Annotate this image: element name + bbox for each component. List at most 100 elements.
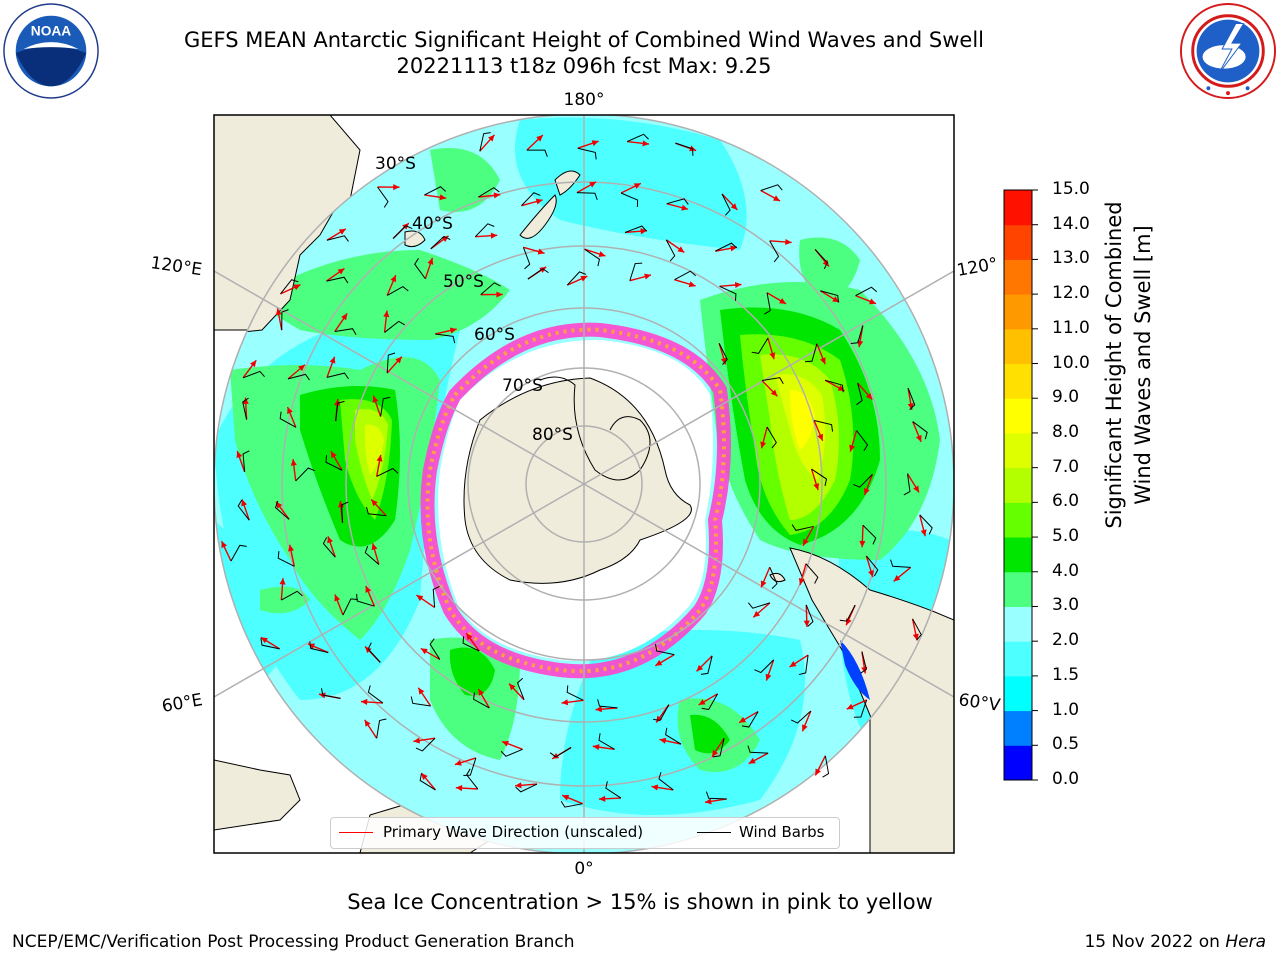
wind-barb (675, 142, 694, 156)
wind-barb (655, 644, 675, 656)
wave-arrow-head (822, 259, 830, 267)
wind-barb (658, 772, 674, 791)
wave-arrow-head (802, 538, 809, 546)
wind-barb (281, 590, 303, 601)
wave-arrow-head (846, 703, 854, 710)
wave-arrow-head (712, 749, 719, 757)
colorbar-segment (1004, 224, 1032, 260)
wind-barb (769, 567, 778, 589)
colorbar-tick-label: 15.0 (1052, 179, 1090, 199)
wind-barb (907, 387, 916, 411)
colorbar-tick-label: 1.0 (1052, 699, 1080, 720)
wave-arrow-head (221, 541, 228, 549)
wave-arrow-head (488, 134, 495, 142)
colorbar-segment (1004, 467, 1032, 503)
lon-label-60w: 60°V (957, 690, 1002, 716)
wind-barb (392, 225, 413, 239)
wind-barb (521, 192, 541, 207)
wind-barb (721, 193, 731, 216)
wind-barb (856, 383, 863, 406)
wind-barb (384, 320, 406, 333)
wind-barb (820, 290, 839, 303)
wind-barb (766, 426, 777, 449)
wave-arrow-head (275, 501, 283, 509)
wind-barb (341, 501, 349, 523)
wind-barb (825, 379, 844, 393)
wave-arrow-head (334, 399, 341, 406)
wind-barb (626, 133, 649, 142)
wave-arrow-head (720, 357, 727, 365)
colorbar-segment (1004, 328, 1032, 365)
wave-arrow-head (598, 251, 606, 257)
wave-arrow-head (418, 687, 425, 695)
wind-barb (242, 370, 265, 379)
wave-arrow-head (595, 706, 602, 713)
colorbar-tick-label: 8.0 (1052, 421, 1080, 442)
colorbar-segment (1004, 606, 1032, 642)
colorbar-segment (1004, 571, 1032, 607)
colorbar-segment (1004, 745, 1032, 781)
wind-barb (769, 240, 780, 263)
wave-arrow-head (371, 543, 378, 551)
wave-arrow-head (364, 646, 372, 654)
wave-arrow-head (748, 757, 756, 764)
wind-barb (912, 618, 922, 641)
wind-barb (237, 499, 250, 521)
wave-arrow-head (420, 648, 428, 655)
wind-barb (584, 248, 601, 267)
wave-arrow-head (360, 698, 368, 705)
wind-barb (560, 800, 583, 808)
wave-arrow-head (501, 740, 509, 747)
wave-arrow-head (416, 595, 424, 602)
colorbar-tick-label: 13.0 (1052, 248, 1090, 269)
map-frame (213, 114, 955, 854)
wave-arrow-head (730, 203, 738, 210)
wind-barb (376, 467, 399, 477)
wave-arrow-head (318, 692, 326, 699)
wave-arrow-head (868, 570, 874, 578)
wave-arrow-head (493, 192, 501, 199)
wave-arrow-head (390, 275, 397, 283)
wave-arrow-head (337, 500, 345, 508)
wind-barb (822, 755, 830, 778)
wave-arrow-head (893, 575, 901, 582)
lon-label-60e: 60°E (160, 690, 204, 717)
wave-arrow-head (779, 298, 787, 304)
wave-arrow-head (640, 228, 648, 235)
wind-barb (281, 309, 289, 331)
wave-arrow-head (651, 784, 659, 791)
colorbar-segment (1004, 675, 1032, 712)
wind-barb (277, 551, 295, 567)
wind-barb (326, 235, 349, 242)
wave-arrow-head (334, 594, 341, 602)
wind-barb (386, 285, 409, 296)
wind-barb (415, 737, 436, 752)
wave-arrow-head (413, 737, 421, 744)
wave-arrow-head (454, 759, 462, 766)
colorbar-tick-label: 3.0 (1052, 595, 1080, 616)
wind-barb (473, 692, 490, 709)
wave-arrow-head (395, 356, 402, 364)
wave-arrow-head (789, 661, 797, 667)
legend-label-wind-barbs: Wind Barbs (739, 823, 825, 841)
wind-barb (754, 659, 774, 674)
wind-barb (798, 655, 809, 676)
wind-barb (805, 343, 818, 363)
wind-barb (860, 651, 867, 674)
wind-barb (741, 711, 759, 728)
wave-arrow-head (421, 773, 428, 780)
wind-barb (274, 500, 290, 520)
colorbar-tick-label: 4.0 (1052, 560, 1080, 581)
wave-arrow-head (753, 610, 761, 618)
wave-arrow-head (509, 683, 516, 691)
wind-barb (364, 545, 380, 565)
colorbar-title-line1: Significant Height of Combined (1102, 201, 1126, 529)
colorbar-tick-label: 11.0 (1052, 317, 1090, 338)
wave-arrow-head (279, 578, 286, 585)
colorbar-segment (1004, 190, 1032, 226)
wave-arrow-head (298, 364, 305, 372)
wave-arrow-head (704, 798, 712, 805)
wind-barb (287, 373, 310, 381)
wind-barb (366, 506, 387, 517)
colorbar-segment (1004, 363, 1032, 399)
